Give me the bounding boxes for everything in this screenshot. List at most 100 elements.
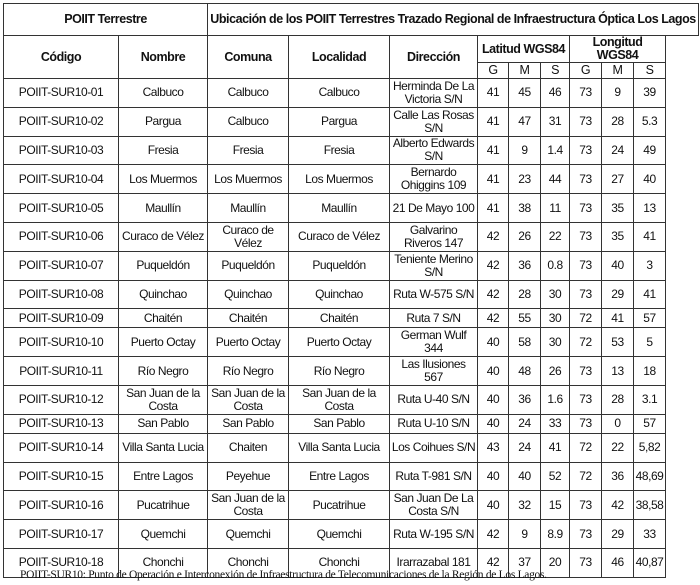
cell-localidad: Pargua — [288, 106, 391, 137]
table-row: POIIT-SUR10-16 Pucatrihue San Juan de la C… — [3, 490, 699, 521]
cell-lon-g: 73 — [569, 547, 603, 578]
table-row: POIIT-SUR10-03 Fresia Fresia Fresia Alberto … — [3, 135, 699, 166]
table-row: POIIT-SUR10-01 Calbuco Calbuco Calbuco Hermi… — [3, 78, 699, 108]
cell-lat-s: 41 — [540, 432, 571, 463]
cell-lat-m: 9 — [508, 519, 542, 549]
cell-lat-m: 48 — [508, 356, 542, 386]
cell-lon-g: 72 — [569, 308, 603, 329]
cell-lat-s: 31 — [540, 106, 571, 137]
cell-lon-s: 48,69 — [633, 461, 667, 492]
cell-localidad: Río Negro — [288, 356, 391, 386]
cell-localidad: Pucatrihue — [288, 490, 391, 521]
cell-lat-g: 41 — [477, 78, 510, 108]
cell-lat-s: 33 — [540, 413, 571, 434]
cell-localidad: Calbuco — [288, 78, 391, 108]
cell-direccion: Ruta 7 S/N — [389, 308, 479, 329]
cell-comuna: Quinchao — [207, 279, 290, 310]
col-header-codigo: Código — [3, 35, 119, 79]
cell-comuna: Puqueldón — [207, 250, 290, 281]
cell-lat-m: 24 — [508, 413, 542, 434]
sub-header-lon-s: S — [633, 62, 667, 79]
cell-lon-s: 33 — [633, 519, 667, 549]
cell-lat-g: 41 — [477, 193, 510, 223]
cell-lat-g: 40 — [477, 490, 510, 521]
cell-localidad: Puerto Octay — [288, 327, 391, 358]
cell-comuna: Río Negro — [207, 356, 290, 386]
cell-lat-m: 38 — [508, 193, 542, 223]
cell-lon-m: 35 — [601, 193, 635, 223]
cell-lon-m: 42 — [601, 490, 635, 521]
cell-lat-s: 0.8 — [540, 250, 571, 281]
cell-lon-g: 73 — [569, 164, 603, 195]
cell-codigo: POIIT-SUR10-18 — [3, 547, 119, 578]
cell-lon-m: 22 — [601, 432, 635, 463]
cell-comuna: Quemchi — [207, 519, 290, 549]
cell-lon-g: 72 — [569, 432, 603, 463]
cell-lon-m: 9 — [601, 78, 635, 108]
cell-lat-g: 42 — [477, 279, 510, 310]
table-row: POIIT-SUR10-14 Villa Santa Lucia Chaiten Vi… — [3, 432, 699, 463]
cell-localidad: Quinchao — [288, 279, 391, 310]
cell-lon-g: 72 — [569, 327, 603, 358]
cell-codigo: POIIT-SUR10-09 — [3, 308, 119, 329]
cell-comuna: Puerto Octay — [207, 327, 290, 358]
cell-nombre: Fresia — [117, 135, 209, 166]
cell-nombre: Maullín — [117, 193, 209, 223]
cell-direccion: Alberto Edwards S/N — [389, 135, 479, 166]
col-header-nombre: Nombre — [117, 35, 209, 79]
cell-localidad: Puqueldón — [288, 250, 391, 281]
cell-codigo: POIIT-SUR10-02 — [3, 106, 119, 137]
table-row: POIIT-SUR10-18 Chonchi Chonchi Chonchi Irarr… — [3, 547, 699, 578]
cell-lon-g: 73 — [569, 106, 603, 137]
cell-lat-s: 1.6 — [540, 384, 571, 415]
cell-codigo: POIIT-SUR10-07 — [3, 250, 119, 281]
cell-nombre: Chonchi — [117, 547, 209, 578]
table-row: POIIT-SUR10-08 Quinchao Quinchao Quinchao Ru… — [3, 279, 699, 310]
cell-lon-m: 24 — [601, 135, 635, 166]
sub-header-lon-g: G — [569, 62, 603, 79]
cell-codigo: POIIT-SUR10-01 — [3, 78, 119, 108]
cell-direccion: Ruta T-981 S/N — [389, 461, 479, 492]
cell-lon-g: 73 — [569, 413, 603, 434]
col-header-comuna: Comuna — [207, 35, 290, 79]
cell-codigo: POIIT-SUR10-06 — [3, 221, 119, 252]
cell-nombre: Quemchi — [117, 519, 209, 549]
cell-lat-g: 40 — [477, 413, 510, 434]
cell-localidad: Chonchi — [288, 547, 391, 578]
cell-lon-m: 29 — [601, 279, 635, 310]
cell-direccion: 21 De Mayo 100 — [389, 193, 479, 223]
cell-direccion: Ruta W-575 S/N — [389, 279, 479, 310]
cell-lon-g: 72 — [569, 461, 603, 492]
cell-lon-s: 18 — [633, 356, 667, 386]
cell-lon-g: 73 — [569, 356, 603, 386]
cell-lon-s: 38,58 — [633, 490, 667, 521]
cell-lat-m: 58 — [508, 327, 542, 358]
cell-lat-m: 36 — [508, 250, 542, 281]
cell-comuna: Chaiten — [207, 432, 290, 463]
cell-lat-g: 42 — [477, 519, 510, 549]
cell-localidad: San Juan de la Costa — [288, 384, 391, 415]
table-row: POIIT-SUR10-13 San Pablo San Pablo San Pabl… — [3, 413, 699, 434]
cell-direccion: Bernardo Ohiggins 109 — [389, 164, 479, 195]
cell-localidad: Quemchi — [288, 519, 391, 549]
cell-comuna: Maullín — [207, 193, 290, 223]
cell-direccion: Ruta U-40 S/N — [389, 384, 479, 415]
cell-lon-s: 5,82 — [633, 432, 667, 463]
cell-codigo: POIIT-SUR10-12 — [3, 384, 119, 415]
cell-comuna: Calbuco — [207, 106, 290, 137]
cell-lon-s: 41 — [633, 221, 667, 252]
col-header-longitud: Longitud WGS84 — [569, 35, 667, 63]
cell-lon-m: 46 — [601, 547, 635, 578]
cell-direccion: German Wulf 344 — [389, 327, 479, 358]
cell-lon-g: 73 — [569, 250, 603, 281]
cell-lon-m: 35 — [601, 221, 635, 252]
cell-lon-m: 0 — [601, 413, 635, 434]
table-row: POIIT-SUR10-10 Puerto Octay Puerto Octay Pu… — [3, 327, 699, 358]
cell-lon-s: 49 — [633, 135, 667, 166]
cell-lon-m: 28 — [601, 384, 635, 415]
cell-lon-m: 36 — [601, 461, 635, 492]
cell-lon-g: 73 — [569, 279, 603, 310]
table-row: POIIT-SUR10-06 Curaco de Vélez Curaco de V… — [3, 221, 699, 252]
cell-nombre: Villa Santa Lucia — [117, 432, 209, 463]
cell-direccion: Ruta W-195 S/N — [389, 519, 479, 549]
